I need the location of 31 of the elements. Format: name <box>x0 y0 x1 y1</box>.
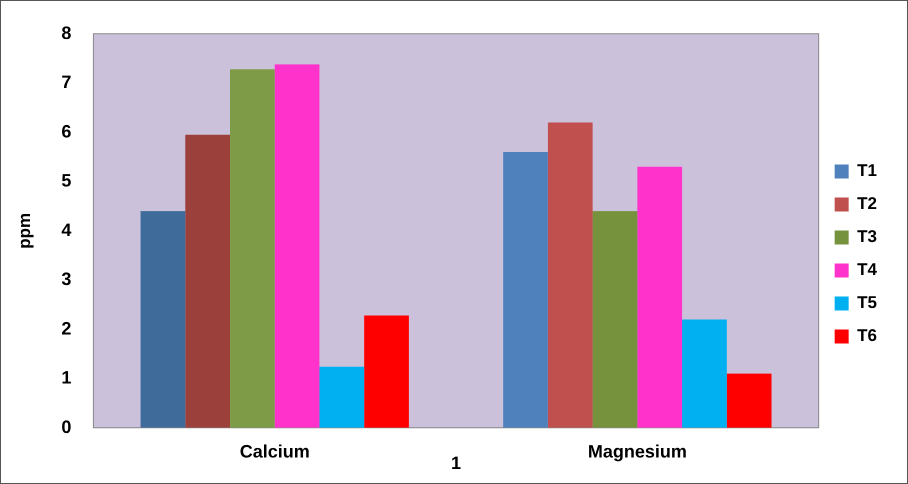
bar <box>319 366 364 428</box>
legend-label: T5 <box>857 293 878 312</box>
bar <box>364 316 409 428</box>
legend-label: T4 <box>857 260 878 280</box>
bar <box>592 211 638 428</box>
y-tick-label: 4 <box>61 220 72 240</box>
legend-label: T2 <box>857 194 878 214</box>
x-axis-title: 1 <box>451 453 462 474</box>
legend-label: T3 <box>857 227 878 246</box>
legend-label: T6 <box>857 326 878 346</box>
x-tick-label: Calcium <box>240 442 310 462</box>
y-axis-title: ppm <box>14 212 34 249</box>
legend-label: T1 <box>857 161 878 180</box>
y-tick-label: 1 <box>61 368 72 388</box>
y-tick-label: 0 <box>61 416 72 437</box>
y-tick-label: 2 <box>61 318 72 338</box>
bar <box>503 152 548 428</box>
bar <box>548 122 593 428</box>
bar <box>637 166 682 428</box>
y-tick-label: 8 <box>61 22 72 43</box>
y-tick-label: 3 <box>61 269 72 290</box>
bar <box>230 69 275 428</box>
bar <box>140 211 186 428</box>
bar <box>682 319 727 428</box>
x-tick-label: Magnesium <box>588 442 687 462</box>
y-tick-label: 5 <box>61 170 72 191</box>
bar <box>726 374 772 428</box>
y-tick-label: 7 <box>61 72 72 92</box>
bar <box>274 64 320 428</box>
y-tick-label: 6 <box>61 121 72 142</box>
bar <box>185 134 230 428</box>
